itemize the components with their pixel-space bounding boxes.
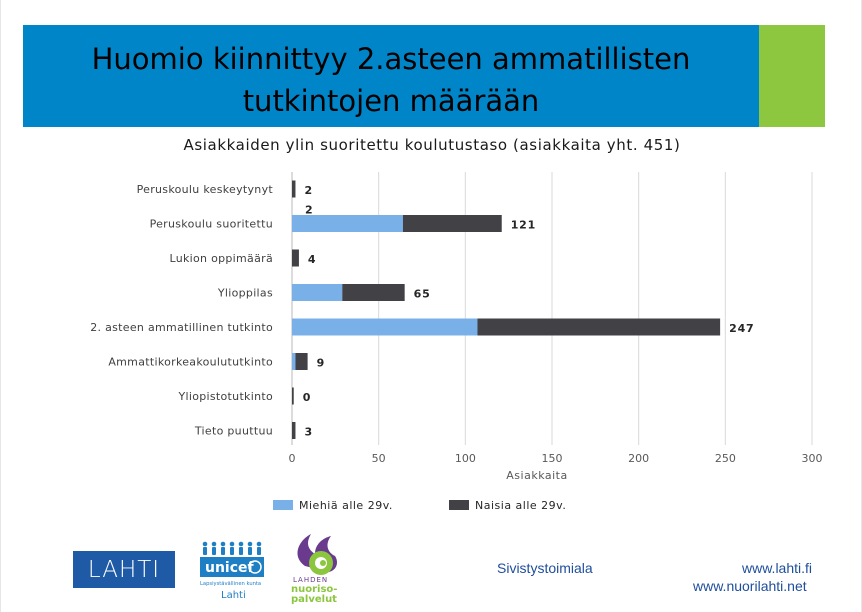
chart-grid — [291, 172, 813, 445]
nuoriso-line-3: palvelut — [291, 594, 337, 604]
lahti-logo-text: LAHTI — [87, 556, 161, 583]
bar-segment — [292, 284, 343, 301]
bar-segment — [292, 387, 294, 405]
bar-segment — [292, 215, 403, 232]
x-tick-label: 250 — [715, 452, 736, 465]
legend-swatch — [449, 500, 469, 510]
unicef-name: unicef — [205, 560, 255, 576]
bar-segment — [292, 249, 299, 267]
bar-segment — [292, 318, 478, 336]
category-label: Peruskoulu keskeytynyt — [137, 183, 274, 196]
data-label: 247 — [729, 322, 754, 335]
legend-label: Naisia alle 29v. — [475, 499, 566, 512]
bar-segment — [292, 353, 296, 370]
category-label: 2. asteen ammatillinen tutkinto — [90, 321, 273, 334]
footer-org: Sivistystoimiala — [497, 560, 593, 576]
unicef-children-icon — [202, 541, 262, 555]
x-tick-label: 0 — [289, 452, 296, 465]
chart-title: Asiakkaiden ylin suoritettu koulutustaso… — [183, 136, 681, 154]
chart-legend: Miehiä alle 29v. Naisia alle 29v. — [273, 499, 566, 512]
slide-title: Huomio kiinnittyy 2.asteen ammatillisten… — [23, 38, 759, 122]
slide-title-line-1: Huomio kiinnittyy 2.asteen ammatillisten — [91, 42, 691, 76]
data-label: 9 — [317, 357, 325, 370]
lahti-logo[interactable]: LAHTI — [73, 551, 175, 588]
globe-icon — [248, 560, 262, 574]
x-tick-label: 50 — [372, 452, 386, 465]
nuoriso-line-1: LAHDEN — [293, 576, 328, 584]
data-label: 65 — [414, 288, 431, 301]
category-label: Yliopistotutkinto — [177, 390, 273, 403]
title-accent-block — [759, 25, 825, 127]
legend-label: Miehiä alle 29v. — [299, 499, 393, 512]
bar-segment — [295, 353, 308, 370]
nuoriso-logo: LAHDEN nuoriso- palvelut — [291, 534, 337, 604]
slide-title-line-2: tutkintojen määrään — [242, 84, 540, 118]
unicef-logo: unicef Lapsiystävällinen kunta Lahti — [200, 541, 264, 601]
x-tick-label: 100 — [455, 452, 476, 465]
bar-segment — [292, 180, 296, 198]
category-label: Lukion oppimäärä — [169, 252, 273, 265]
data-label: 0 — [303, 391, 311, 404]
footer-url-nuorilahti[interactable]: www.nuorilahti.net — [693, 578, 807, 594]
unicef-city: Lahti — [221, 590, 246, 601]
nuoriso-line-2: nuoriso- — [291, 584, 337, 595]
category-label: Ammattikorkeakoulututkinto — [108, 356, 273, 369]
data-label: 2 — [304, 184, 312, 197]
data-label: 3 — [304, 426, 312, 439]
footer-url-lahti[interactable]: www.lahti.fi — [742, 560, 813, 576]
title-bar — [23, 25, 759, 127]
unicef-badge — [200, 557, 264, 577]
data-label: 2 — [305, 204, 313, 217]
bar-segment — [477, 318, 721, 336]
category-label: Ylioppilas — [217, 287, 273, 300]
bar-chart: 0 50 100 150 200 250 300 Asiakkaita Peruskoulu k… — [90, 172, 823, 512]
chart-labels: 0 50 100 150 200 250 300 Asiakkaita Peruskoulu k… — [90, 183, 822, 482]
unicef-subtitle: Lapsiystävällinen kunta — [200, 581, 261, 587]
x-tick-label: 200 — [628, 452, 649, 465]
data-label: 121 — [511, 219, 536, 232]
legend-swatch — [273, 500, 293, 510]
bar-segment — [402, 215, 502, 232]
category-label: Tieto puuttuu — [194, 425, 273, 438]
data-label: 4 — [308, 253, 316, 266]
x-tick-label: 300 — [802, 452, 823, 465]
bar-segment — [342, 284, 405, 301]
bar-segment — [292, 422, 296, 439]
x-tick-label: 150 — [542, 452, 563, 465]
x-axis-label: Asiakkaita — [506, 469, 567, 482]
nuoriso-flame-icon — [297, 534, 337, 575]
category-label: Peruskoulu suoritettu — [150, 218, 273, 231]
chart-bars — [292, 180, 721, 439]
